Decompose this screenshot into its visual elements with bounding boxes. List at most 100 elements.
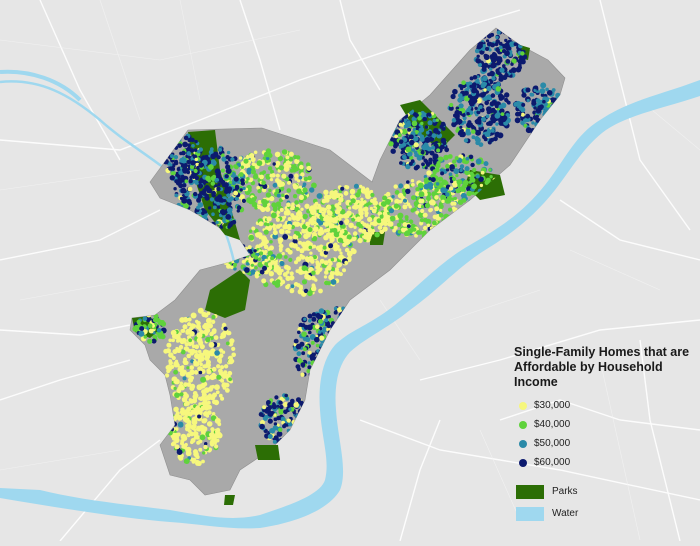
legend-label: $50,000: [534, 438, 571, 449]
home-dot: [529, 92, 534, 97]
home-dot: [199, 434, 206, 441]
home-dot: [181, 448, 185, 452]
home-dot: [362, 222, 367, 227]
home-dot: [196, 197, 202, 203]
home-dot: [233, 176, 239, 182]
home-dot: [480, 116, 487, 122]
home-dot: [432, 214, 438, 220]
home-dot: [472, 167, 477, 172]
home-dot: [404, 230, 411, 236]
home-dot: [318, 288, 323, 294]
home-dot: [345, 241, 350, 246]
home-dot: [234, 185, 240, 191]
home-dot: [469, 84, 473, 88]
home-dot: [265, 156, 270, 161]
home-dot: [407, 127, 412, 132]
home-dot: [334, 270, 341, 276]
home-dot: [220, 396, 225, 401]
home-dot: [487, 120, 493, 126]
home-dot: [272, 227, 277, 231]
home-dot: [172, 171, 176, 175]
home-dot: [138, 330, 145, 337]
home-dot: [453, 168, 460, 175]
home-dot: [323, 250, 329, 255]
home-dot: [166, 342, 172, 348]
home-dot: [231, 352, 236, 358]
home-dot: [417, 203, 422, 209]
home-dot: [357, 237, 363, 244]
home-dot: [452, 159, 457, 164]
home-dot: [509, 74, 513, 78]
home-dot: [198, 447, 203, 452]
home-dot: [262, 202, 268, 208]
home-dot: [169, 175, 175, 181]
home-dot: [319, 335, 325, 341]
home-dot: [402, 154, 407, 160]
home-dot: [190, 440, 194, 445]
home-dot: [169, 163, 173, 167]
home-dot: [180, 439, 185, 444]
home-dot: [431, 145, 436, 150]
home-dot: [199, 356, 205, 362]
home-dot: [240, 165, 244, 169]
home-dot: [498, 45, 503, 50]
home-dot: [216, 186, 221, 192]
legend-title-line: Affordable by Household: [514, 360, 663, 374]
home-dot: [178, 170, 183, 175]
home-dot: [214, 444, 219, 449]
home-dot: [270, 256, 275, 261]
home-dot: [241, 259, 246, 264]
legend-title: Single-Family Homes that are Affordable …: [514, 345, 694, 390]
home-dot: [266, 196, 270, 201]
home-dot: [301, 323, 306, 328]
home-dot: [329, 238, 334, 243]
home-dot: [211, 212, 215, 216]
home-dot: [461, 80, 466, 85]
home-dot: [155, 318, 161, 323]
home-dot: [238, 172, 244, 177]
home-dot: [449, 164, 455, 170]
home-dot: [339, 251, 343, 255]
home-dot: [194, 370, 198, 374]
home-dot: [468, 94, 472, 99]
home-dot: [525, 127, 532, 134]
home-dot: [231, 173, 236, 178]
home-dot: [340, 186, 345, 191]
home-dot: [266, 400, 271, 405]
home-dot: [393, 184, 398, 189]
home-dot: [421, 205, 425, 209]
home-dot: [251, 226, 256, 231]
home-dot: [389, 215, 396, 222]
home-dot: [293, 282, 299, 287]
home-dot: [187, 186, 193, 192]
home-dot: [211, 319, 216, 324]
home-dot: [199, 362, 203, 367]
home-dot: [531, 100, 537, 106]
home-dot: [275, 224, 281, 229]
home-dot: [440, 187, 447, 194]
home-dot: [380, 218, 385, 223]
home-dot: [417, 132, 422, 137]
home-dot: [459, 125, 463, 129]
home-dot: [400, 150, 404, 155]
home-dot: [322, 213, 326, 217]
home-dot: [176, 414, 183, 421]
home-dot: [421, 162, 425, 167]
home-dot: [369, 206, 373, 211]
home-dot: [398, 184, 403, 189]
home-dot: [288, 156, 294, 162]
home-dot: [196, 205, 200, 210]
home-dot: [308, 245, 313, 250]
home-dot: [302, 213, 308, 220]
home-dot: [278, 243, 284, 249]
home-dot: [315, 265, 321, 270]
home-dot: [207, 178, 211, 183]
home-dot: [324, 221, 329, 227]
home-dot: [386, 218, 391, 222]
home-dot: [470, 173, 475, 178]
home-dot: [269, 222, 274, 226]
home-dot: [486, 129, 492, 134]
